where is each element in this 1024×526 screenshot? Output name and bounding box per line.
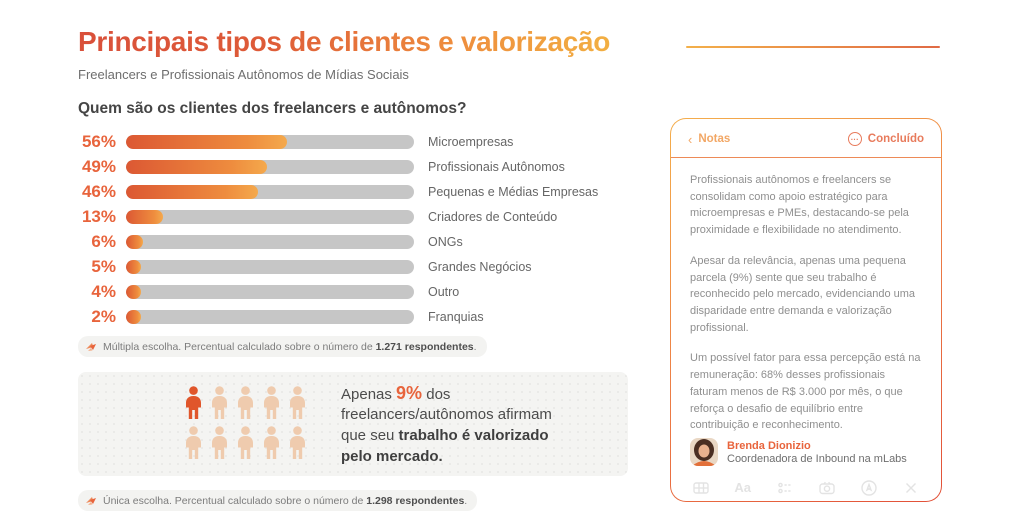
page-subtitle: Freelancers e Profissionais Autônomos de… <box>78 67 409 82</box>
bar-value: 4% <box>91 281 116 301</box>
bar-label: Criadores de Conteúdo <box>428 209 558 224</box>
title-decorative-rule <box>686 46 940 48</box>
bar-fill <box>126 259 141 274</box>
bar-chart: 56% Microempresas 49% Profissionais Autônom… <box>78 131 640 326</box>
bar-track <box>126 134 414 149</box>
bar-row: 5% Grandes Negócios <box>78 256 640 276</box>
bar-label: Franquias <box>428 309 484 324</box>
person-icon <box>260 385 283 423</box>
bar-row: 2% Franquias <box>78 306 640 326</box>
author-name: Brenda Dionizio <box>727 439 811 452</box>
bar-fill <box>126 159 268 174</box>
bar-track <box>126 259 414 274</box>
bar-row: 4% Outro <box>78 281 640 301</box>
highlight-footnote-text: Única escolha. Percentual calculado sobr… <box>103 494 468 507</box>
bar-fill <box>126 184 259 199</box>
bar-label: Grandes Negócios <box>428 259 532 274</box>
person-icon <box>208 425 231 463</box>
text-style-icon[interactable]: Aa <box>734 480 751 496</box>
author-block: Brenda Dionizio Coordenadora de Inbound … <box>671 434 941 474</box>
highlight-box: Apenas 9% dos freelancers/autônomos afir… <box>78 372 628 476</box>
bar-row: 49% Profissionais Autônomos <box>78 156 640 176</box>
highlight-footnote: Única escolha. Percentual calculado sobr… <box>78 490 478 511</box>
camera-icon[interactable] <box>818 478 837 497</box>
page-title: Principais tipos de clientes e valorizaç… <box>78 26 611 57</box>
author-info: Brenda Dionizio Coordenadora de Inbound … <box>727 440 907 465</box>
bar-row: 46% Pequenas e Médias Empresas <box>78 181 640 201</box>
table-icon[interactable] <box>691 478 710 497</box>
author-role: Coordenadora de Inbound na mLabs <box>727 452 907 465</box>
bar-row: 6% ONGs <box>78 231 640 251</box>
notes-toolbar: Aa <box>671 474 941 510</box>
bar-fill <box>126 209 164 224</box>
chart-section: Quem são os clientes dos freelancers e a… <box>78 100 640 512</box>
notes-paragraph: Um possível fator para essa percepção es… <box>690 352 921 432</box>
avatar <box>690 438 718 467</box>
bar-value: 5% <box>91 256 116 276</box>
people-pictogram <box>182 385 309 463</box>
person-icon <box>234 385 257 423</box>
highlight-percentage: 9% <box>396 382 423 403</box>
bar-label: Profissionais Autônomos <box>428 159 565 174</box>
bar-row: 13% Criadores de Conteúdo <box>78 206 640 226</box>
person-icon <box>260 425 283 463</box>
close-icon[interactable] <box>902 478 921 497</box>
flamingo-icon <box>86 343 96 351</box>
bar-track <box>126 209 414 224</box>
person-icon-highlighted <box>182 385 205 423</box>
chart-footnote: Múltipla escolha. Percentual calculado s… <box>78 336 487 357</box>
highlight-text: Apenas 9% dos freelancers/autônomos afir… <box>341 382 552 465</box>
bar-track <box>126 284 414 299</box>
notes-panel-header: ‹ Notas ... Concluído <box>671 119 941 158</box>
notes-paragraph: Apesar da relevância, apenas uma pequena… <box>690 254 916 334</box>
bar-fill <box>126 309 141 324</box>
notes-panel: ‹ Notas ... Concluído Profissionais autô… <box>670 118 942 502</box>
person-icon <box>208 385 231 423</box>
chevron-left-icon: ‹ <box>688 131 693 147</box>
bar-track <box>126 234 414 249</box>
notes-back-button[interactable]: ‹ Notas <box>688 133 730 146</box>
ellipsis-circle-icon: ... <box>847 132 862 146</box>
bar-track <box>126 184 414 199</box>
notes-text: Profissionais autônomos e freelancers se… <box>671 158 941 434</box>
person-icon <box>234 425 257 463</box>
bar-fill <box>126 234 144 249</box>
bar-value: 49% <box>81 156 116 176</box>
person-icon <box>286 425 309 463</box>
bar-value: 6% <box>91 231 116 251</box>
bar-label: ONGs <box>428 234 463 249</box>
draw-icon[interactable] <box>860 478 879 497</box>
notes-paragraph: Profissionais autônomos e freelancers se… <box>690 174 909 237</box>
bar-fill <box>126 134 288 149</box>
chart-title: Quem são os clientes dos freelancers e a… <box>78 100 467 117</box>
status-label: Concluído <box>867 133 924 145</box>
bar-value: 46% <box>81 181 116 201</box>
bar-label: Pequenas e Médias Empresas <box>428 184 599 199</box>
flamingo-icon <box>86 497 96 505</box>
bar-track <box>126 309 414 324</box>
bar-value: 56% <box>81 131 116 151</box>
chart-footnote-text: Múltipla escolha. Percentual calculado s… <box>103 340 477 353</box>
person-icon <box>182 425 205 463</box>
notes-back-label: Notas <box>698 133 731 145</box>
status-badge[interactable]: ... Concluído <box>847 132 924 146</box>
bar-value: 13% <box>81 206 116 226</box>
bar-track <box>126 159 414 174</box>
bar-label: Microempresas <box>428 134 514 149</box>
bar-row: 56% Microempresas <box>78 131 640 151</box>
bar-label: Outro <box>428 284 460 299</box>
bar-value: 2% <box>91 306 116 326</box>
bar-fill <box>126 284 141 299</box>
person-icon <box>286 385 309 423</box>
checklist-icon[interactable] <box>775 478 794 497</box>
page-header: Principais tipos de clientes e valorizaç… <box>78 26 610 82</box>
